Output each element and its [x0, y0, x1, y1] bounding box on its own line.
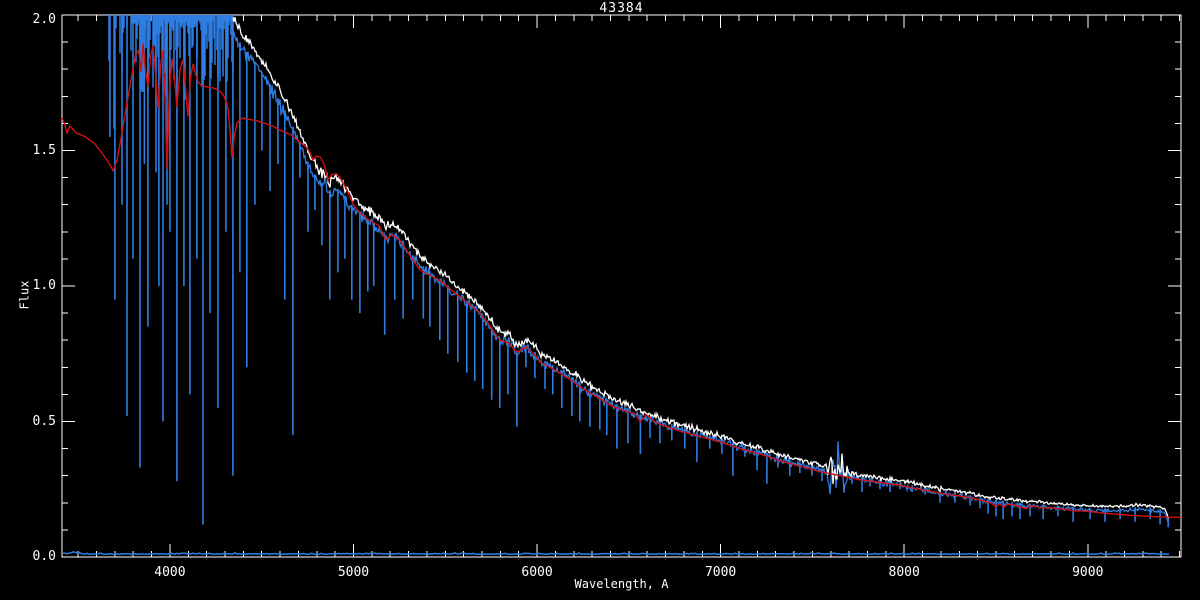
y-tick-label: 2.0: [32, 12, 56, 27]
y-tick-label: 0.0: [32, 549, 56, 564]
x-tick-label: 8000: [888, 565, 920, 580]
x-tick-label: 6000: [521, 565, 553, 580]
page-title: 43384: [599, 1, 644, 16]
model-fit-path: [61, 43, 1182, 519]
x-tick-label: 9000: [1072, 565, 1104, 580]
plot-frame: [61, 14, 1182, 558]
x-axis-label: Wavelength, A: [574, 577, 669, 591]
y-tick-label: 0.5: [32, 413, 56, 429]
absorption-lines: [109, 15, 1169, 528]
x-tick-label: 4000: [154, 565, 186, 580]
x-tick-label: 5000: [337, 565, 370, 580]
y-tick-label: 1.0: [32, 278, 56, 293]
x-tick-label: 7000: [704, 565, 737, 580]
smoothed-spectrum-path: [232, 16, 1170, 519]
y-tick-label: 1.5: [32, 142, 56, 158]
error-spectrum-path: [62, 551, 1170, 556]
